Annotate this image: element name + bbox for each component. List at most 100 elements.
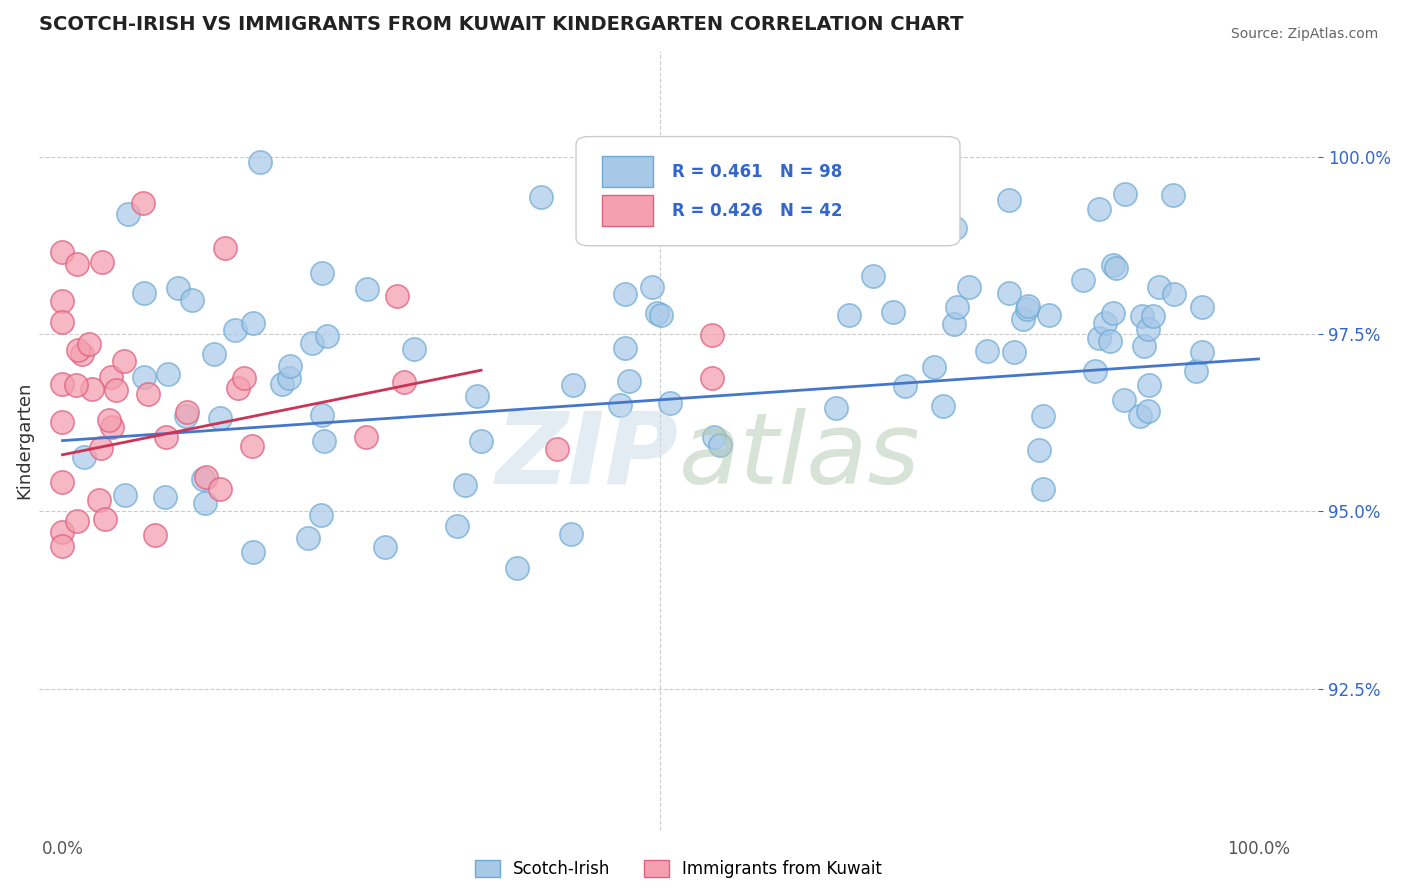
Point [65,377,87,392]
Point [454,478,477,492]
Point [470,434,492,448]
Point [614,341,637,355]
Point [1038,308,1060,322]
Point [1133,339,1156,353]
Point [942,318,965,332]
Point [387,289,409,303]
Point [51,475,73,489]
Point [224,323,246,337]
Point [132,369,155,384]
Point [132,196,155,211]
Point [1088,331,1111,345]
FancyBboxPatch shape [576,136,960,245]
Text: R = 0.426   N = 42: R = 0.426 N = 42 [672,202,842,219]
Point [1101,306,1123,320]
Point [1017,299,1039,313]
Point [311,266,333,280]
Point [530,190,553,204]
Point [616,214,638,228]
Bar [602,156,652,187]
Point [1136,404,1159,418]
Y-axis label: Kindergarten: Kindergarten [15,382,32,500]
Point [65,257,87,271]
Point [1102,258,1125,272]
Point [80,382,103,396]
Point [1017,301,1039,316]
Point [138,386,160,401]
Point [240,439,263,453]
Point [73,450,96,465]
Point [1136,321,1159,335]
Point [1071,272,1094,286]
Point [193,472,215,486]
Point [167,281,190,295]
Point [226,381,249,395]
Point [1137,378,1160,392]
Point [465,389,488,403]
Point [194,495,217,509]
Point [709,438,731,452]
Point [976,344,998,359]
Legend: Scotch-Irish, Immigrants from Kuwait: Scotch-Irish, Immigrants from Kuwait [468,853,889,884]
Point [316,328,339,343]
Point [208,482,231,496]
Point [1011,311,1033,326]
Point [1112,393,1135,408]
Point [700,371,723,385]
Point [894,378,917,392]
Point [312,434,335,448]
Point [1032,409,1054,424]
Point [233,370,256,384]
Point [997,285,1019,300]
Point [392,375,415,389]
Point [614,287,637,301]
Point [51,245,73,260]
Point [114,488,136,502]
Point [195,470,218,484]
Point [1147,280,1170,294]
Point [356,283,378,297]
Point [153,490,176,504]
Point [214,241,236,255]
Point [89,492,111,507]
Point [1191,345,1213,359]
Point [562,378,585,392]
Point [100,369,122,384]
Point [277,371,299,385]
Point [301,336,323,351]
Point [156,367,179,381]
Text: atlas: atlas [679,408,920,505]
Point [155,430,177,444]
Point [134,285,156,300]
Point [957,280,980,294]
Point [650,308,672,322]
Point [1185,364,1208,378]
Point [1084,364,1107,378]
Point [756,150,779,164]
Point [176,405,198,419]
Point [1031,482,1053,496]
Point [1163,287,1185,301]
Point [51,376,73,391]
Point [51,293,73,308]
Bar [602,195,652,227]
Point [560,527,582,541]
Point [824,401,846,415]
Point [202,347,225,361]
Point [98,413,121,427]
Point [51,539,73,553]
Point [506,561,529,575]
Point [1161,188,1184,202]
Point [918,201,941,215]
Point [117,207,139,221]
Point [105,383,128,397]
Point [101,420,124,434]
Point [51,315,73,329]
Point [278,359,301,373]
Point [998,194,1021,208]
Point [94,512,117,526]
Point [1142,309,1164,323]
Point [943,220,966,235]
Text: ZIP: ZIP [495,408,679,505]
Point [270,376,292,391]
